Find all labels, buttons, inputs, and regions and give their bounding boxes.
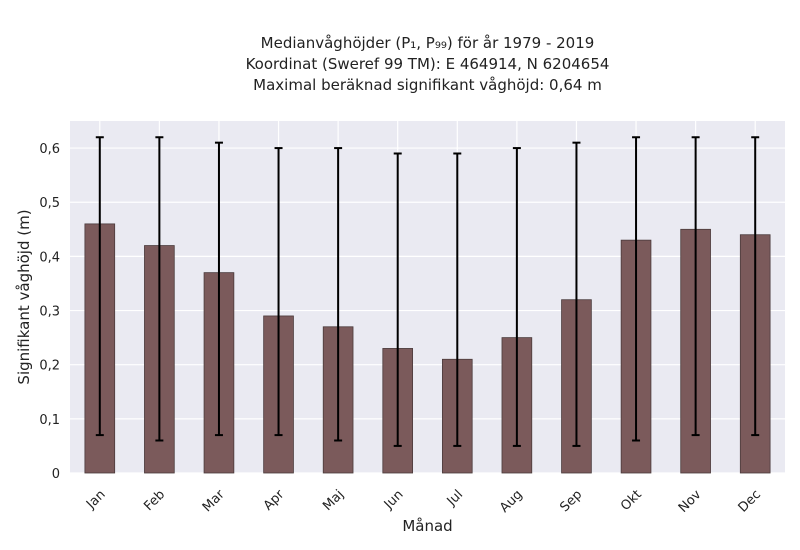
plot-area bbox=[70, 121, 785, 473]
x-tick-label: Jun bbox=[381, 487, 407, 513]
x-axis-ticks: Jan Feb Mar Apr Maj Jun Jul Aug Sep Okt Nov Dec bbox=[83, 487, 764, 516]
y-tick-label: 0,5 bbox=[39, 196, 60, 211]
title-line-1: Medianvåghöjder (P₁, P₉₉) för år 1979 - … bbox=[260, 34, 595, 52]
x-tick-label: Apr bbox=[261, 487, 288, 514]
title-line-3: Maximal beräknad signifikant våghöjd: 0,… bbox=[253, 76, 602, 94]
title-line-2: Koordinat (Sweref 99 TM): E 464914, N 62… bbox=[245, 55, 610, 73]
chart-title: Medianvåghöjder (P₁, P₉₉) för år 1979 - … bbox=[70, 33, 785, 96]
x-tick-label: Okt bbox=[618, 487, 645, 514]
y-tick-label: 0,4 bbox=[39, 250, 60, 265]
x-tick-label: Maj bbox=[320, 487, 347, 514]
x-tick-label: Nov bbox=[676, 487, 705, 516]
x-tick-label: Dec bbox=[736, 487, 764, 515]
y-axis-ticks: 0 0,1 0,2 0,3 0,4 0,5 0,6 bbox=[39, 142, 60, 482]
y-axis-label: Signifikant våghöjd (m) bbox=[15, 209, 33, 384]
error-bars bbox=[95, 136, 760, 447]
y-tick-label: 0,1 bbox=[39, 413, 60, 428]
x-tick-label: Aug bbox=[497, 487, 526, 516]
y-tick-label: 0 bbox=[52, 467, 60, 482]
y-tick-label: 0,6 bbox=[39, 142, 60, 157]
x-tick-label: Jul bbox=[444, 487, 466, 509]
y-tick-label: 0,2 bbox=[39, 359, 60, 374]
y-tick-label: 0,3 bbox=[39, 305, 60, 320]
x-tick-label: Mar bbox=[200, 487, 228, 515]
x-tick-label: Sep bbox=[557, 487, 585, 515]
x-tick-label: Jan bbox=[83, 487, 108, 512]
x-tick-label: Feb bbox=[141, 487, 168, 514]
x-axis-label: Månad bbox=[402, 517, 452, 535]
